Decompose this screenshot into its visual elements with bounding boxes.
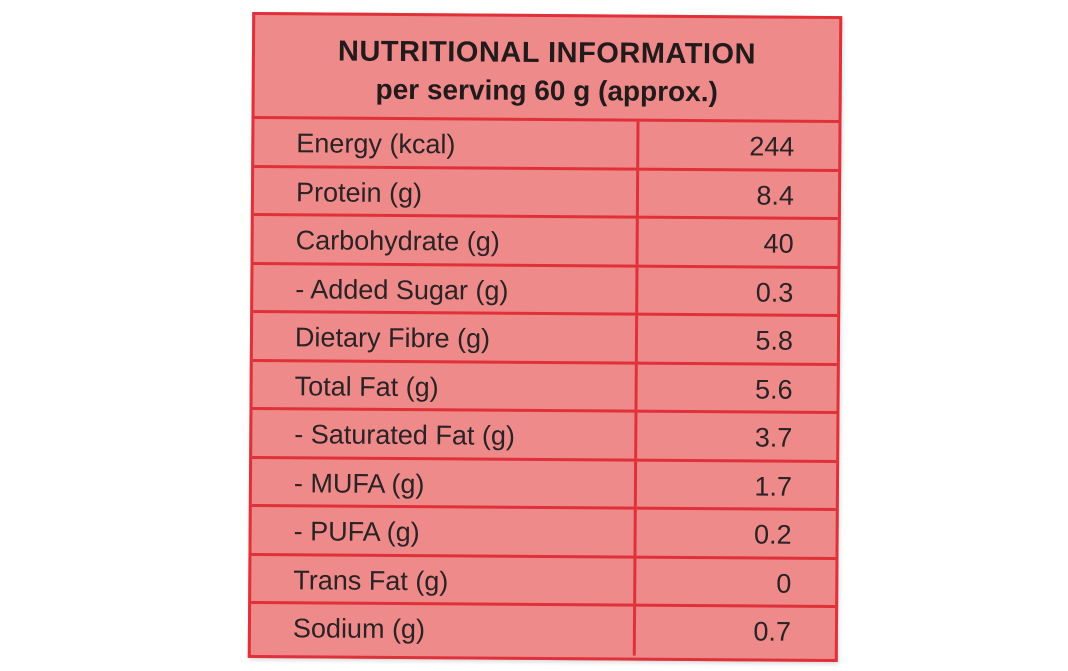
nutrient-name: Carbohydrate (g): [295, 225, 500, 257]
nutrient-name: - PUFA (g): [293, 516, 420, 548]
table-row: - Added Sugar (g) 0.3: [253, 264, 838, 318]
nutrient-value: 0.3: [755, 276, 794, 308]
nutrient-value: 0: [776, 568, 792, 599]
table-row: - PUFA (g) 0.2: [251, 506, 836, 560]
nutrient-value: 5.8: [755, 325, 794, 356]
column-divider: [635, 218, 639, 265]
column-divider: [633, 461, 638, 507]
table-row: Total Fat (g) 5.6: [252, 361, 837, 415]
column-divider: [635, 170, 640, 216]
nutrient-value: 8.4: [756, 179, 795, 211]
nutrient-value: 3.7: [754, 422, 793, 453]
nutrient-value: 0.2: [753, 519, 792, 550]
column-divider: [634, 412, 638, 459]
nutrient-value: 40: [763, 228, 794, 259]
table-row: Trans Fat (g) 0: [251, 555, 836, 609]
header: NUTRITIONAL INFORMATION per serving 60 g…: [255, 15, 840, 119]
subtitle: per serving 60 g (approx.): [375, 73, 718, 108]
nutrient-name: Dietary Fibre (g): [294, 322, 491, 354]
nutrient-name: Protein (g): [295, 176, 423, 208]
column-divider: [632, 606, 637, 656]
table-row: - Saturated Fat (g) 3.7: [252, 409, 837, 463]
column-divider: [634, 315, 639, 362]
column-divider: [634, 364, 638, 410]
nutrient-name: Sodium (g): [292, 613, 426, 645]
nutrient-name: - MUFA (g): [293, 467, 425, 499]
table: Energy (kcal) 244 Protein (g) 8.4 Carbohydra…: [250, 115, 839, 660]
nutrient-name: Trans Fat (g): [293, 564, 449, 596]
nutrient-value: 5.6: [754, 373, 793, 405]
table-row: - MUFA (g) 1.7: [251, 458, 837, 512]
column-divider: [633, 558, 637, 604]
nutrient-name: - Saturated Fat (g): [294, 419, 516, 451]
column-divider: [636, 121, 640, 168]
title: NUTRITIONAL INFORMATION: [337, 35, 757, 71]
table-row: Carbohydrate (g) 40: [253, 215, 838, 269]
table-row: Energy (kcal) 244: [254, 118, 839, 172]
table-row: Protein (g) 8.4: [253, 167, 839, 221]
column-divider: [635, 267, 639, 313]
nutrition-label: NUTRITIONAL INFORMATION per serving 60 g…: [247, 11, 843, 663]
nutrient-name: - Added Sugar (g): [295, 273, 509, 306]
nutrient-name: Total Fat (g): [294, 370, 439, 402]
table-row: Sodium (g) 0.7: [251, 604, 835, 657]
nutrient-name: Energy (kcal): [296, 128, 456, 160]
table-row: Dietary Fibre (g) 5.8: [252, 312, 838, 366]
column-divider: [633, 509, 637, 556]
nutrient-value: 244: [749, 131, 795, 162]
nutrient-value: 1.7: [754, 470, 793, 502]
nutrient-value: 0.7: [753, 616, 792, 647]
